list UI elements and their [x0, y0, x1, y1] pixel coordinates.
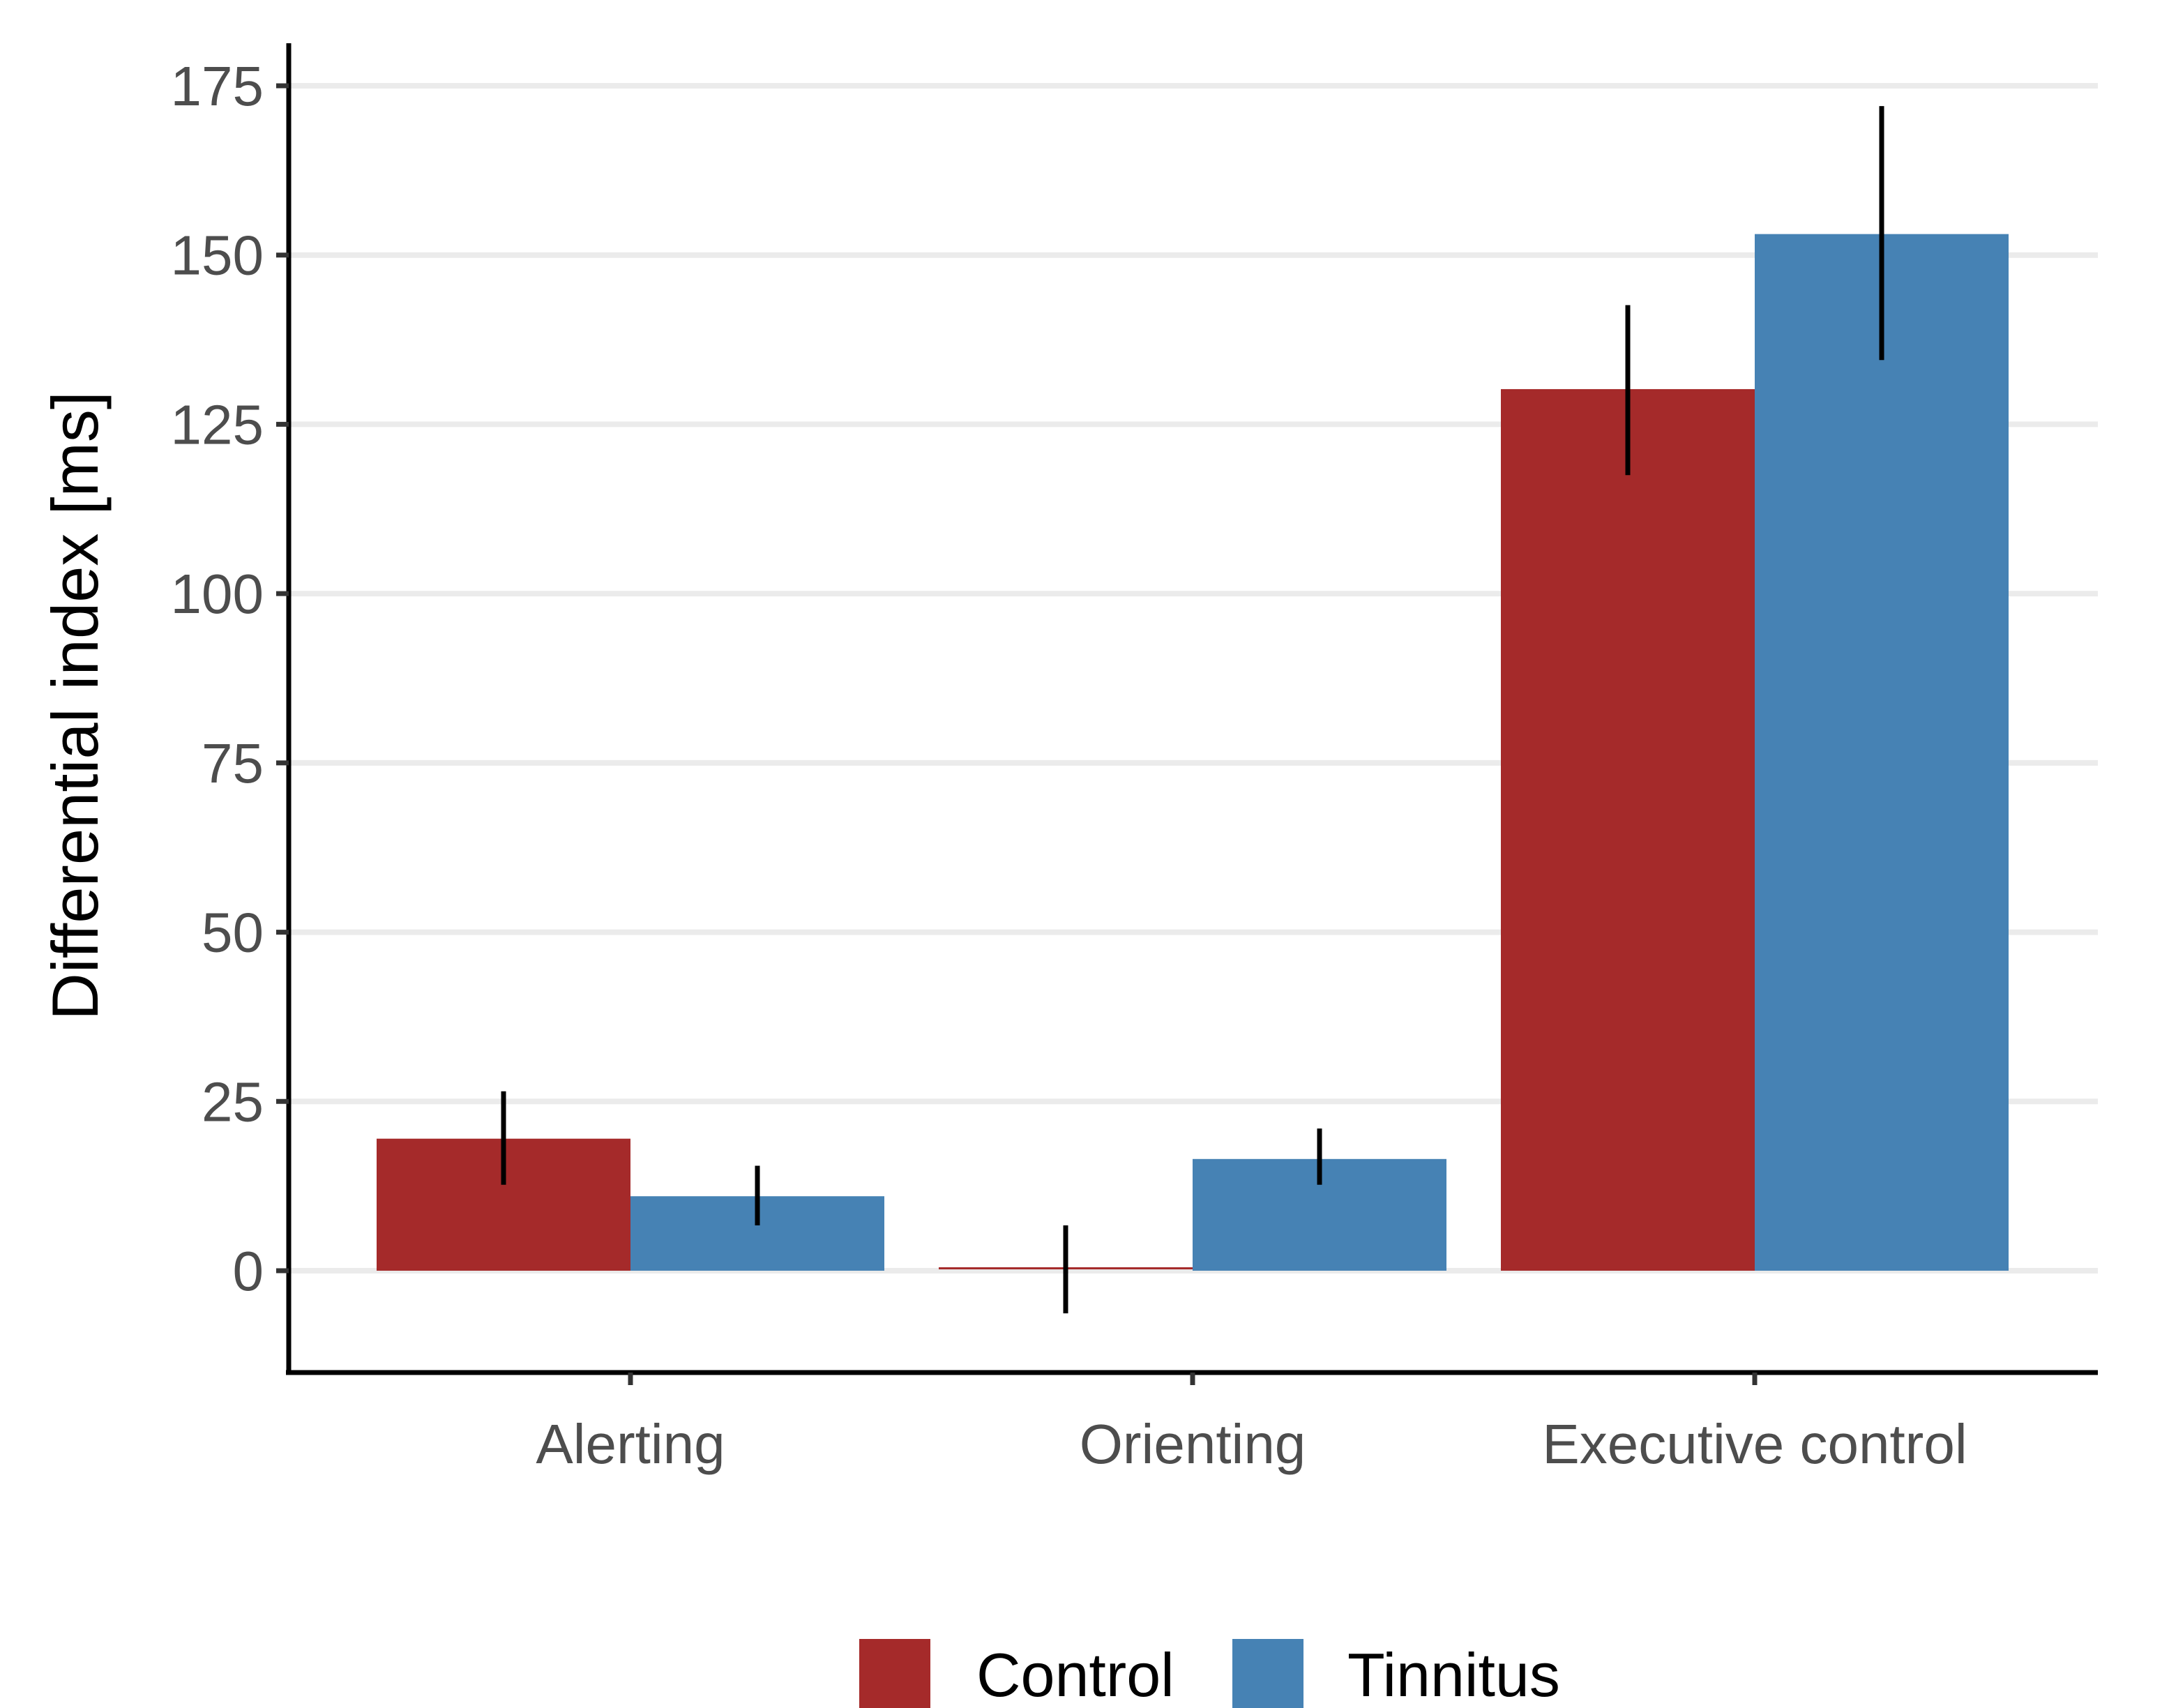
error-bars [501, 106, 1884, 1314]
y-axis-label: Differential index [ms] [38, 391, 112, 1020]
y-tick-label: 100 [171, 563, 264, 625]
x-tick-label: Executive control [1542, 1413, 1967, 1475]
bar-control-executive-control [1501, 388, 1755, 1271]
y-tick-label: 150 [171, 225, 264, 287]
y-tick-label: 175 [171, 55, 264, 117]
legend-key-control [859, 1639, 930, 1708]
x-tick-label: Alerting [536, 1413, 725, 1475]
bars [377, 234, 2009, 1271]
y-tick-label: 125 [171, 393, 264, 455]
y-tick-label: 0 [233, 1240, 264, 1302]
y-tick-label: 25 [202, 1071, 264, 1133]
y-axis-ticks: 0 25 50 75 100 125 150 175 [171, 55, 289, 1302]
legend-key-tinnitus [1232, 1639, 1303, 1708]
y-tick-label: 75 [202, 732, 264, 794]
legend-label-control: Control [976, 1640, 1174, 1708]
bar-tinnitus-executive-control [1755, 234, 2009, 1271]
x-tick-label: Orienting [1080, 1413, 1306, 1475]
gridlines [289, 83, 2098, 1274]
legend-label-tinnitus: Tinnitus [1347, 1640, 1560, 1708]
legend: Control Tinnitus [859, 1639, 1560, 1708]
y-tick-label: 50 [202, 902, 264, 964]
x-axis-ticks: Alerting Orienting Executive control [536, 1373, 1967, 1475]
